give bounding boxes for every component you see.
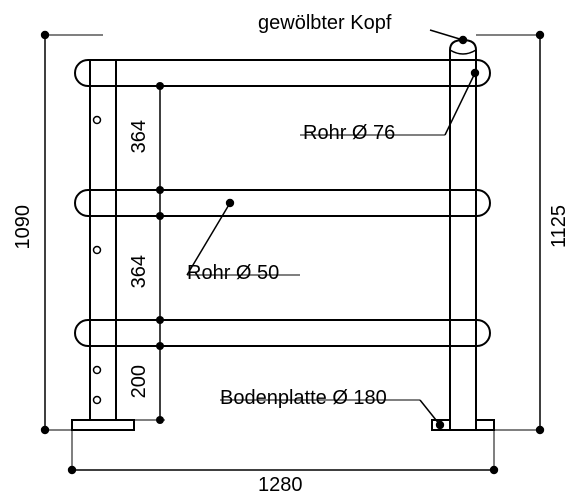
label-tube-small: Rohr Ø 50 [187, 262, 279, 285]
dim-seg-mid: 364 [128, 255, 151, 288]
post-left [90, 60, 116, 420]
label-curved-head: gewölbter Kopf [258, 12, 391, 35]
rail-middle [75, 190, 490, 216]
label-tube-large: Rohr Ø 76 [303, 122, 395, 145]
technical-drawing: gewölbter Kopf Rohr Ø 76 Rohr Ø 50 Boden… [0, 0, 581, 500]
drawing-svg [0, 0, 581, 500]
dim-seg-bot: 200 [128, 365, 151, 398]
baseplate-left [72, 420, 134, 430]
leader-head [430, 30, 463, 40]
rail-top [75, 60, 490, 86]
label-baseplate: Bodenplatte Ø 180 [220, 387, 387, 410]
dim-seg-top: 364 [128, 120, 151, 153]
dim-left-total: 1090 [12, 205, 35, 250]
dim-bottom-total: 1280 [258, 474, 303, 497]
rail-bottom [75, 320, 490, 346]
leader-baseplate [420, 400, 440, 425]
dim-right-total: 1125 [548, 205, 571, 248]
